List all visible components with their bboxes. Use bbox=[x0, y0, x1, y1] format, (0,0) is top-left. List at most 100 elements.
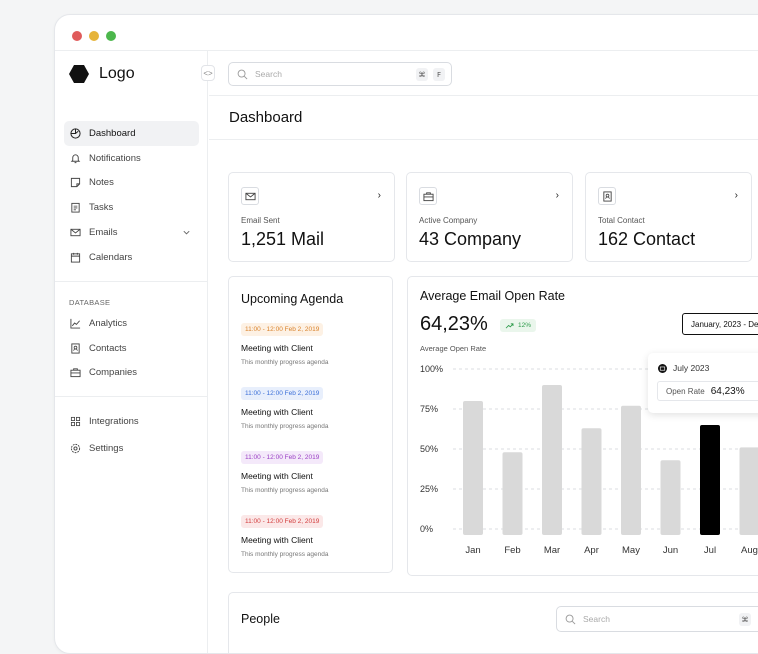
sidebar-item-label: Notes bbox=[89, 177, 114, 188]
sidebar-item-settings[interactable]: Settings bbox=[64, 436, 199, 461]
agenda-item[interactable]: 11:00 - 12:00 Feb 2, 2019 Meeting with C… bbox=[241, 382, 381, 430]
close-window-button[interactable] bbox=[72, 31, 82, 41]
sidebar-item-tasks[interactable]: Tasks bbox=[64, 195, 199, 220]
note-icon bbox=[70, 177, 81, 188]
search-input[interactable]: Search ⌘ F bbox=[228, 62, 452, 86]
bar-jun[interactable] bbox=[661, 460, 681, 535]
search-icon bbox=[565, 614, 576, 625]
people-title: People bbox=[241, 612, 280, 626]
date-range-picker[interactable]: January, 2023 - December, 2023 bbox=[682, 313, 758, 335]
briefcase-icon bbox=[423, 191, 434, 202]
contact-icon bbox=[602, 191, 613, 202]
sidebar-divider bbox=[55, 396, 208, 397]
dashboard-icon bbox=[70, 128, 81, 139]
sidebar-item-analytics[interactable]: Analytics bbox=[64, 311, 199, 336]
bar-apr[interactable] bbox=[582, 428, 602, 535]
sidebar-item-emails[interactable]: Emails bbox=[64, 220, 199, 245]
x-tick-label: May bbox=[622, 545, 640, 556]
agenda-item[interactable]: 11:00 - 12:00 Feb 2, 2019 Meeting with C… bbox=[241, 318, 381, 366]
chevron-right-icon[interactable]: › bbox=[378, 190, 381, 201]
bar-feb[interactable] bbox=[503, 452, 523, 535]
chevron-right-icon[interactable]: › bbox=[556, 190, 559, 201]
people-search-input[interactable]: Search ⌘ bbox=[556, 606, 758, 632]
shortcut-key-command: ⌘ bbox=[416, 68, 428, 81]
briefcase-icon bbox=[70, 367, 81, 378]
chart-tooltip: July 2023 Open Rate 64,23% bbox=[648, 353, 758, 413]
stat-icon-box bbox=[241, 187, 259, 205]
stat-icon-box bbox=[598, 187, 616, 205]
y-tick-label: 50% bbox=[420, 444, 438, 454]
app-window: Logo <> Dashboard Notifications Notes Ta… bbox=[54, 14, 758, 654]
trend-badge: 12% bbox=[500, 319, 536, 332]
agenda-title: Upcoming Agenda bbox=[241, 292, 343, 306]
trend-up-icon bbox=[505, 322, 514, 329]
sidebar-item-contacts[interactable]: Contacts bbox=[64, 336, 199, 361]
agenda-time-badge: 11:00 - 12:00 Feb 2, 2019 bbox=[241, 323, 323, 336]
grid-icon bbox=[70, 416, 81, 427]
agenda-time-badge: 11:00 - 12:00 Feb 2, 2019 bbox=[241, 387, 323, 400]
x-tick-label: Apr bbox=[584, 545, 599, 556]
main-content: Search ⌘ F Dashboard › Email Sent 1,251 … bbox=[209, 51, 758, 654]
stat-label: Active Company bbox=[419, 216, 477, 225]
agenda-item-name: Meeting with Client bbox=[241, 407, 381, 417]
shortcut-key-f: F bbox=[433, 68, 445, 81]
agenda-item-name: Meeting with Client bbox=[241, 535, 381, 545]
bar-jan[interactable] bbox=[463, 401, 483, 535]
bar-mar[interactable] bbox=[542, 385, 562, 535]
sidebar-item-label: Emails bbox=[89, 227, 118, 238]
title-bar bbox=[55, 15, 758, 51]
stat-card-total-contact[interactable]: › Total Contact 162 Contact bbox=[585, 172, 752, 262]
bell-icon bbox=[70, 153, 81, 164]
stat-label: Email Sent bbox=[241, 216, 280, 225]
database-nav: Analytics Contacts Companies bbox=[64, 311, 199, 385]
mail-icon bbox=[245, 191, 256, 202]
chart-metric-value: 64,23% bbox=[420, 313, 488, 336]
sidebar-item-notes[interactable]: Notes bbox=[64, 171, 199, 196]
x-tick-label: Jul bbox=[704, 545, 716, 556]
sidebar: Logo <> Dashboard Notifications Notes Ta… bbox=[55, 51, 208, 654]
sidebar-item-label: Contacts bbox=[89, 343, 127, 354]
bar-jul[interactable] bbox=[700, 425, 720, 535]
maximize-window-button[interactable] bbox=[106, 31, 116, 41]
stat-label: Total Contact bbox=[598, 216, 645, 225]
sidebar-item-dashboard[interactable]: Dashboard bbox=[64, 121, 199, 146]
agenda-item-desc: This monthly progress agenda bbox=[241, 359, 381, 366]
agenda-time-badge: 11:00 - 12:00 Feb 2, 2019 bbox=[241, 451, 323, 464]
top-bar: Search ⌘ F bbox=[209, 51, 758, 96]
x-tick-label: Aug bbox=[741, 545, 758, 556]
minimize-window-button[interactable] bbox=[89, 31, 99, 41]
page-header: Dashboard bbox=[209, 96, 758, 140]
shortcut-key-command: ⌘ bbox=[739, 613, 751, 626]
agenda-item[interactable]: 11:00 - 12:00 Feb 2, 2019 Meeting with C… bbox=[241, 446, 381, 494]
y-tick-label: 25% bbox=[420, 484, 438, 494]
sidebar-item-label: Analytics bbox=[89, 318, 127, 329]
sidebar-item-integrations[interactable]: Integrations bbox=[64, 409, 199, 434]
stat-value: 43 Company bbox=[419, 229, 521, 250]
bar-may[interactable] bbox=[621, 406, 641, 535]
x-tick-label: Jan bbox=[465, 545, 480, 556]
tooltip-label: Open Rate bbox=[666, 387, 705, 396]
mail-icon bbox=[70, 227, 81, 238]
stat-value: 162 Contact bbox=[598, 229, 695, 250]
sidebar-item-label: Tasks bbox=[89, 202, 113, 213]
bar-aug[interactable] bbox=[740, 447, 758, 535]
tooltip-value: 64,23% bbox=[711, 386, 745, 397]
trend-badge-value: 12% bbox=[518, 322, 531, 329]
sidebar-item-calendars[interactable]: Calendars bbox=[64, 245, 199, 270]
sidebar-item-label: Companies bbox=[89, 367, 137, 378]
agenda-item[interactable]: 11:00 - 12:00 Feb 2, 2019 Meeting with C… bbox=[241, 510, 381, 558]
sidebar-divider bbox=[55, 281, 208, 282]
agenda-item-name: Meeting with Client bbox=[241, 343, 381, 353]
stat-card-active-company[interactable]: › Active Company 43 Company bbox=[406, 172, 573, 262]
sidebar-item-notifications[interactable]: Notifications bbox=[64, 146, 199, 171]
chevron-right-icon[interactable]: › bbox=[735, 190, 738, 201]
main-nav: Dashboard Notifications Notes Tasks Emai… bbox=[64, 121, 199, 270]
agenda-item-desc: This monthly progress agenda bbox=[241, 423, 381, 430]
logo[interactable]: Logo bbox=[69, 63, 135, 85]
x-tick-label: Mar bbox=[544, 545, 560, 556]
stat-card-email-sent[interactable]: › Email Sent 1,251 Mail bbox=[228, 172, 395, 262]
y-tick-label: 100% bbox=[420, 364, 443, 374]
sidebar-item-companies[interactable]: Companies bbox=[64, 361, 199, 386]
sidebar-item-label: Settings bbox=[89, 443, 123, 454]
chart-subtitle: Average Open Rate bbox=[420, 344, 486, 353]
